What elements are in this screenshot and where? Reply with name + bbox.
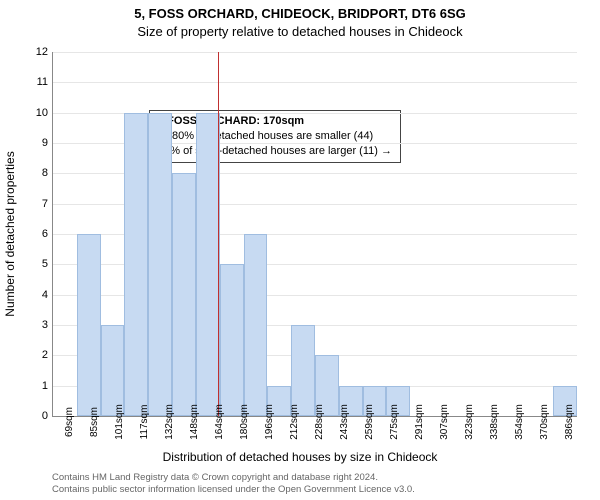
histogram-bar — [148, 113, 172, 416]
annotation-line2: 20% of semi-detached houses are larger (… — [158, 144, 392, 159]
histogram-bar — [196, 113, 220, 416]
annotation-box: 5 FOSS ORCHARD: 170sqm ← 80% of detached… — [149, 110, 401, 163]
x-tick-label: 180sqm — [239, 404, 250, 440]
x-tick-label: 148sqm — [189, 404, 200, 440]
chart-title: 5, FOSS ORCHARD, CHIDEOCK, BRIDPORT, DT6… — [0, 6, 600, 21]
y-tick-label: 8 — [42, 167, 48, 179]
x-tick-label: 196sqm — [264, 404, 275, 440]
histogram-bar — [244, 234, 268, 416]
histogram-bar — [101, 325, 125, 416]
x-tick-label: 323sqm — [464, 404, 475, 440]
x-tick-label: 307sqm — [439, 404, 450, 440]
annotation-line1: ← 80% of detached houses are smaller (44… — [158, 129, 392, 144]
y-tick-label: 1 — [42, 380, 48, 392]
histogram-bar — [291, 325, 315, 416]
footer-line2: Contains public sector information licen… — [52, 484, 415, 496]
y-tick-label: 7 — [42, 198, 48, 210]
y-tick-label: 0 — [42, 410, 48, 422]
y-tick-label: 3 — [42, 319, 48, 331]
histogram-bar — [124, 113, 148, 416]
annotation-title: 5 FOSS ORCHARD: 170sqm — [158, 114, 392, 129]
x-tick-label: 117sqm — [139, 405, 150, 440]
y-tick-label: 5 — [42, 258, 48, 270]
x-tick-label: 85sqm — [89, 407, 100, 437]
gridline — [53, 82, 577, 83]
reference-line — [218, 52, 219, 416]
histogram-bar — [220, 264, 244, 416]
x-tick-label: 164sqm — [214, 404, 225, 440]
x-tick-label: 354sqm — [514, 404, 525, 440]
chart-subtitle: Size of property relative to detached ho… — [0, 24, 600, 39]
gridline — [53, 52, 577, 53]
x-tick-label: 228sqm — [314, 404, 325, 440]
y-axis-label: Number of detached properties — [3, 151, 17, 316]
x-tick-label: 338sqm — [489, 404, 500, 440]
y-tick-label: 10 — [36, 107, 48, 119]
x-tick-label: 101sqm — [114, 404, 125, 440]
plot-area: 5 FOSS ORCHARD: 170sqm ← 80% of detached… — [52, 52, 577, 417]
x-tick-label: 386sqm — [564, 404, 575, 440]
footer-line1: Contains HM Land Registry data © Crown c… — [52, 472, 415, 484]
y-tick-label: 9 — [42, 137, 48, 149]
x-tick-label: 132sqm — [164, 404, 175, 440]
y-tick-label: 4 — [42, 289, 48, 301]
x-tick-label: 275sqm — [389, 404, 400, 440]
histogram-bar — [77, 234, 101, 416]
x-axis-label: Distribution of detached houses by size … — [0, 450, 600, 464]
x-tick-label: 243sqm — [339, 404, 350, 440]
x-tick-label: 69sqm — [64, 407, 75, 437]
y-tick-label: 2 — [42, 349, 48, 361]
y-tick-label: 12 — [36, 46, 48, 58]
chart-container: 5, FOSS ORCHARD, CHIDEOCK, BRIDPORT, DT6… — [0, 0, 600, 500]
footer-attribution: Contains HM Land Registry data © Crown c… — [52, 472, 415, 496]
x-tick-label: 212sqm — [289, 404, 300, 440]
x-tick-label: 370sqm — [539, 404, 550, 440]
y-tick-label: 11 — [37, 76, 48, 88]
x-tick-label: 259sqm — [364, 404, 375, 440]
y-tick-label: 6 — [42, 228, 48, 240]
x-tick-label: 291sqm — [414, 404, 425, 440]
histogram-bar — [172, 173, 196, 416]
